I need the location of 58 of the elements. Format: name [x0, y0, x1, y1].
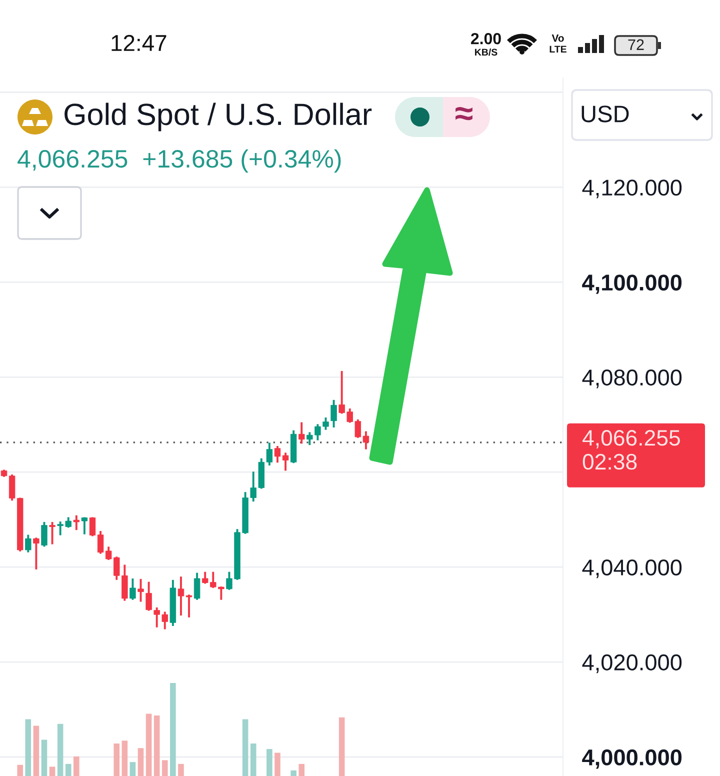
bar: [114, 743, 120, 776]
bar: [146, 714, 152, 776]
bar: [25, 719, 32, 776]
text: 2.00: [471, 32, 501, 44]
text: USD: [582, 106, 629, 122]
text: LTE: [550, 46, 566, 53]
bar: [122, 740, 128, 776]
text: Gold Spot / U.S. Dollar: [64, 102, 372, 132]
candlestick: [41, 520, 48, 548]
bar: [178, 764, 184, 776]
bar: [290, 770, 296, 776]
bar: [65, 764, 72, 776]
candlestick: [186, 594, 192, 618]
text: KB/S: [475, 48, 498, 56]
candlestick: [73, 514, 80, 532]
candlestick: [33, 536, 40, 570]
bar: [274, 752, 280, 776]
bar: [130, 762, 136, 776]
text: 12:47: [112, 34, 166, 51]
bar: [338, 717, 345, 776]
text: 72: [628, 39, 644, 50]
candlestick: [49, 520, 56, 546]
candlestick: [130, 577, 136, 601]
candlestick: [146, 580, 152, 612]
candlestick: [89, 516, 96, 538]
y-tick-label: 4,080.000: [582, 370, 682, 388]
y-tick-label: 4,040.000: [582, 559, 682, 578]
candlestick: [194, 572, 200, 601]
bar: [17, 764, 24, 776]
y-tick-label: 4,100.000: [582, 274, 682, 294]
bar: [170, 683, 176, 776]
text: 4,066.255 +13.685 (+0.34%): [18, 149, 341, 173]
y-tick-label: 4,000.000: [582, 749, 682, 769]
bar: [57, 724, 64, 776]
candlestick: [25, 534, 32, 554]
candlestick: [138, 578, 144, 603]
text: Vo: [552, 34, 564, 42]
bar: [33, 726, 40, 776]
bar: [49, 766, 56, 776]
bar: [162, 760, 168, 776]
annotation: ≈: [456, 107, 472, 120]
candlestick: [274, 445, 281, 464]
bar: [266, 749, 272, 776]
bar: [154, 716, 160, 776]
candlestick: [178, 576, 184, 616]
candlestick: [298, 421, 305, 445]
candlestick: [81, 516, 88, 536]
candlestick: [282, 452, 289, 472]
bar: [242, 719, 248, 776]
y-tick-label: 4,020.000: [582, 654, 682, 674]
bar: [74, 756, 80, 776]
bar: [41, 740, 48, 776]
candlestick: [330, 398, 337, 428]
bar: [298, 764, 305, 776]
bar: [138, 748, 144, 776]
bar: [250, 743, 256, 776]
y-tick-label: 4,120.000: [582, 180, 682, 198]
ref-line-label: 4,066.255 02:38: [582, 430, 680, 470]
